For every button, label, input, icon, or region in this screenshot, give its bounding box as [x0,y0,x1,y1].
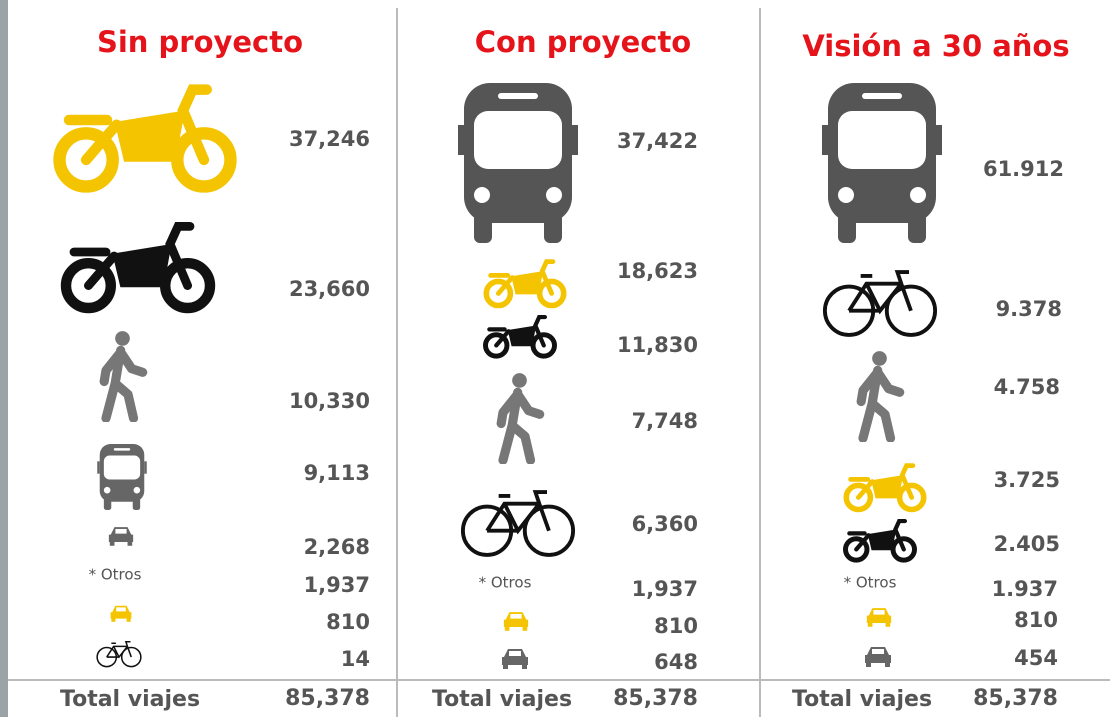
bus-icon [822,83,942,243]
frame-edge [0,0,8,717]
value: 9.378 [996,297,1062,321]
column-title: Visión a 30 años [802,29,1069,63]
value: 3.725 [994,468,1060,492]
value: 11,830 [617,333,698,357]
value: 1,937 [632,577,698,601]
bus-icon [97,444,147,510]
value: 648 [654,650,698,674]
total-label: Total viajes [60,687,200,712]
value: 18,623 [617,259,698,283]
value: 37,422 [617,129,698,153]
value: 61.912 [983,157,1064,181]
total-label: Total viajes [432,687,572,712]
total-label: Total viajes [792,687,932,712]
value: 7,748 [632,409,698,433]
value: 2.405 [994,532,1060,556]
value: 2,268 [304,535,370,559]
value: 810 [654,614,698,638]
value: 6,360 [632,512,698,536]
bus-icon [458,83,578,243]
value: 1,937 [304,573,370,597]
value: 810 [1014,608,1058,632]
value: 14 [341,647,370,671]
otros-label: * Otros [479,574,532,592]
value: 23,660 [289,277,370,301]
column-title: Sin proyecto [97,25,303,59]
value: 1.937 [992,577,1058,601]
otros-label: * Otros [844,574,897,592]
value: 10,330 [289,389,370,413]
total-value: 85,378 [973,686,1058,711]
total-value: 85,378 [285,686,370,711]
value: 810 [326,610,370,634]
value: 4.758 [994,375,1060,399]
total-value: 85,378 [613,686,698,711]
value: 9,113 [304,461,370,485]
otros-label: * Otros [89,566,142,584]
value: 454 [1014,646,1058,670]
value: 37,246 [289,127,370,151]
column-title: Con proyecto [475,25,691,59]
